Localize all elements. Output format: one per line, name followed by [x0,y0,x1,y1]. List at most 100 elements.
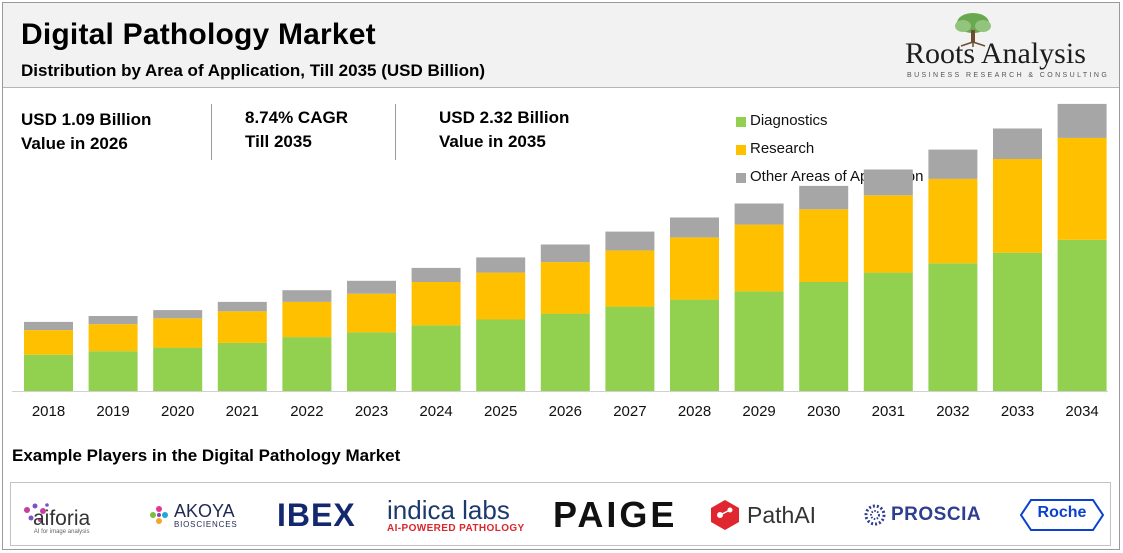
player-tagline: BIOSCIENCES [174,519,238,529]
logo-indica-labs: indica labs AI-POWERED PATHOLOGY [387,483,525,547]
divider [211,104,212,160]
logo-paige: PAIGE [553,483,677,547]
dots-cluster-icon [24,503,49,522]
x-tick-label: 2032 [936,403,969,420]
bar-segment-other-areas-of-application-2030 [799,185,849,210]
player-name: indica labs [387,494,510,525]
page-subtitle: Distribution by Area of Application, Til… [21,61,486,80]
logo-roche: Roche [1019,483,1105,547]
x-tick-label: 2021 [226,403,259,420]
bar-segment-other-areas-of-application-2022 [282,290,332,302]
bar-segment-diagnostics-2030 [799,282,849,391]
bar-segment-diagnostics-2025 [476,319,526,391]
logo-ibex: IBEX [277,483,356,547]
x-tick-label: 2019 [96,403,129,420]
bar-segment-research-2020 [153,318,203,348]
bar-segment-diagnostics-2024 [411,325,461,391]
bar-segment-diagnostics-2032 [928,263,978,391]
player-name: PROSCIA [891,504,982,525]
players-logo-strip: aiforia AI for image analysis AKOYA BIOS… [10,482,1111,546]
dotted-circle-icon [864,504,886,526]
header: Digital Pathology Market Distribution by… [3,3,1119,88]
bar-segment-research-2023 [347,293,396,333]
bar-segment-diagnostics-2029 [734,291,784,391]
bar-segment-research-2034 [1057,137,1107,240]
bar-segment-other-areas-of-application-2033 [993,128,1042,159]
legend-swatch [736,117,746,127]
player-name: PAIGE [553,494,678,535]
page-title: Digital Pathology Market [21,18,376,51]
logo-akoya: AKOYA BIOSCIENCES [148,483,237,547]
bar-segment-research-2026 [540,262,590,314]
bar-segment-research-2019 [88,324,138,352]
players-title: Example Players in the Digital Pathology… [12,446,401,465]
bar-segment-other-areas-of-application-2028 [670,217,719,238]
bar-segment-diagnostics-2026 [540,313,590,391]
x-tick-label: 2030 [807,403,840,420]
logo-name: Roots Analysis [905,37,1086,70]
bar-segment-research-2029 [734,224,784,292]
bar-segment-other-areas-of-application-2025 [476,257,526,273]
x-tick-label: 2028 [678,403,711,420]
bar-segment-research-2028 [670,237,719,300]
bar-segment-other-areas-of-application-2032 [928,149,978,179]
bar-segment-other-areas-of-application-2034 [1057,103,1107,138]
logo-aiforia: aiforia AI for image analysis [19,483,90,547]
bar-segment-diagnostics-2027 [605,306,655,391]
stat-line: Value in 2035 [439,132,546,151]
player-tagline: AI for image analysis [33,529,90,535]
bar-segment-research-2024 [411,282,461,326]
bar-segment-other-areas-of-application-2026 [540,244,590,263]
player-name: IBEX [277,496,356,533]
x-tick-label: 2026 [549,403,582,420]
player-name: Roche [1037,504,1087,521]
x-tick-label: 2024 [419,403,452,420]
logo-proscia: PROSCIA [863,483,981,547]
x-tick-label: 2027 [613,403,646,420]
bar-segment-diagnostics-2033 [993,252,1042,391]
tree-icon [955,13,991,47]
bar-segment-research-2032 [928,178,978,264]
legend-swatch [736,173,746,183]
bar-segment-other-areas-of-application-2019 [88,316,138,325]
bar-segment-diagnostics-2031 [863,272,913,391]
stat-line: USD 1.09 Billion [21,110,152,129]
player-name: AKOYA [174,500,235,521]
stat-line: USD 2.32 Billion [439,108,570,127]
logo-tagline: BUSINESS RESEARCH & CONSULTING [907,72,1110,79]
x-tick-label: 2020 [161,403,194,420]
hexagon-icon [711,500,739,530]
bar-segment-diagnostics-2028 [670,299,719,391]
bar-segment-other-areas-of-application-2020 [153,310,203,319]
x-tick-label: 2031 [872,403,905,420]
stat-cagr: 8.74% CAGR Till 2035 [245,106,348,154]
x-tick-label: 2023 [355,403,388,420]
bar-segment-research-2033 [993,158,1042,253]
bar-segment-research-2025 [476,272,526,320]
bar-segment-diagnostics-2034 [1057,239,1107,391]
flower-icon [150,506,168,524]
x-tick-label: 2033 [1001,403,1034,420]
stat-line: Till 2035 [245,132,312,151]
x-tick-label: 2025 [484,403,517,420]
player-name: PathAI [747,501,817,528]
bar-segment-diagnostics-2019 [88,351,138,391]
legend-label: Diagnostics [750,112,828,129]
bar-segment-research-2018 [24,330,73,355]
bar-segment-other-areas-of-application-2029 [734,203,784,225]
stat-value-2035: USD 2.32 Billion Value in 2035 [439,106,569,154]
bar-segment-research-2021 [217,311,267,343]
bar-segment-diagnostics-2023 [347,332,396,391]
bar-segment-research-2031 [863,195,913,273]
x-tick-label: 2034 [1065,403,1098,420]
bar-segment-research-2022 [282,301,332,338]
legend-swatch [736,145,746,155]
hexagon-outline-icon: Roche [1019,498,1105,532]
stat-value-2026: USD 1.09 Billion Value in 2026 [21,108,151,156]
bar-segment-other-areas-of-application-2031 [863,169,913,196]
stacked-bar-chart: 2018 2019 2020 2021 2022 2023 2024 2025 2026 2027… [12,103,1108,420]
logo-pathai: PathAI [708,483,816,547]
bar-segment-other-areas-of-application-2027 [605,231,655,251]
x-tick-label: 2018 [32,403,65,420]
